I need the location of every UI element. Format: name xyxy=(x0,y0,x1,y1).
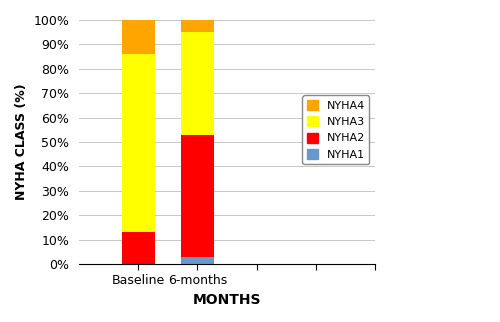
Bar xyxy=(181,20,214,32)
Bar xyxy=(181,257,214,264)
Y-axis label: NYHA CLASS (%): NYHA CLASS (%) xyxy=(15,84,28,200)
Bar xyxy=(122,54,154,232)
Legend: NYHA4, NYHA3, NYHA2, NYHA1: NYHA4, NYHA3, NYHA2, NYHA1 xyxy=(302,96,370,164)
Bar xyxy=(181,135,214,257)
Bar xyxy=(122,232,154,264)
Bar xyxy=(122,20,154,54)
X-axis label: MONTHS: MONTHS xyxy=(193,293,262,307)
Bar xyxy=(181,32,214,135)
